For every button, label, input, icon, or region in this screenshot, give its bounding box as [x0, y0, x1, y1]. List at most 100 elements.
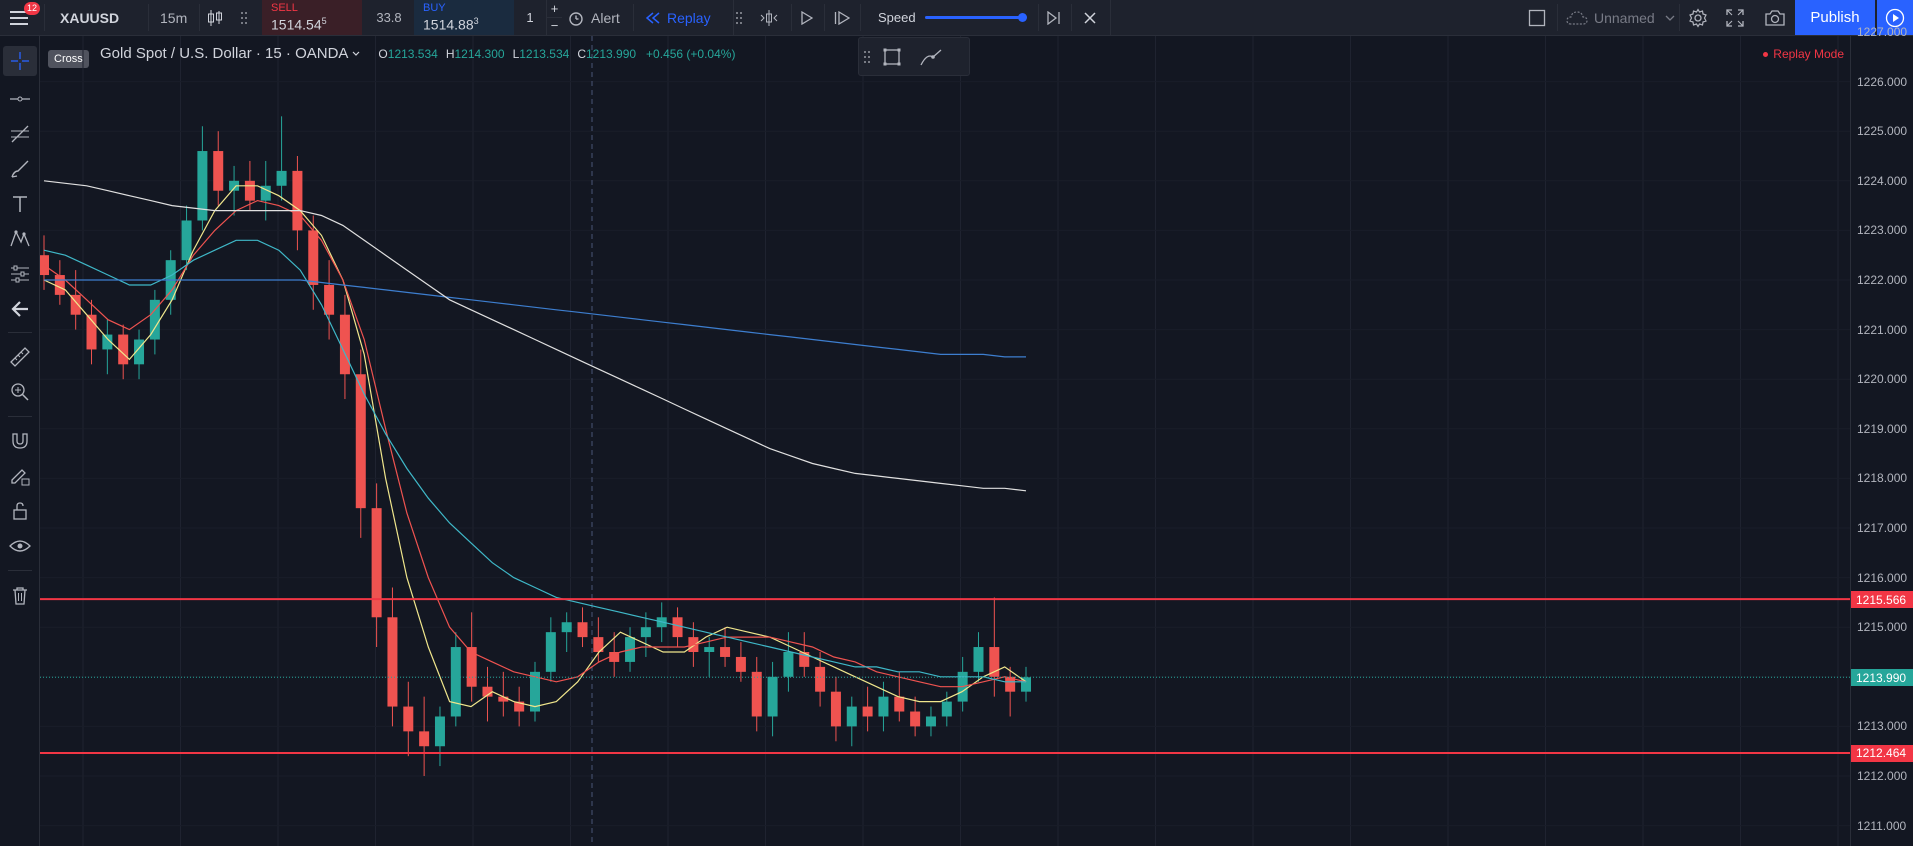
floating-toolbar-drag-handle[interactable]: [864, 50, 870, 69]
replay-button[interactable]: Replay: [645, 0, 711, 35]
price-axis-tick: 1213.000: [1857, 719, 1908, 734]
candle-bullish: [102, 334, 113, 350]
menu-button[interactable]: 12: [4, 0, 41, 35]
prediction-tool[interactable]: [3, 259, 37, 289]
settings-button[interactable]: [1688, 0, 1708, 35]
moving-average-line: [43, 199, 1027, 688]
panel-drag-handle[interactable]: [241, 0, 249, 35]
quantity-stepper: + −: [546, 0, 562, 35]
candle-bearish: [514, 701, 525, 712]
close-replay-button[interactable]: [1084, 0, 1096, 35]
candle-bearish: [70, 294, 81, 315]
price-axis-tick: 1222.000: [1857, 273, 1908, 287]
pattern-tool[interactable]: [3, 224, 37, 254]
close-label: C: [577, 46, 586, 61]
measure-tool[interactable]: [3, 342, 37, 372]
speed-slider[interactable]: [925, 13, 1027, 22]
candle-bearish: [815, 666, 826, 692]
path-tool[interactable]: [916, 45, 946, 69]
candle-bullish: [1021, 677, 1031, 692]
magnet-tool[interactable]: [3, 426, 37, 456]
replay-control-bar: Speed: [733, 0, 1111, 36]
trend-line-tool[interactable]: [3, 84, 37, 114]
skip-end-icon: [1047, 10, 1060, 25]
lock-drawings-tool[interactable]: [3, 496, 37, 526]
candle-bearish: [339, 314, 350, 375]
forward-button[interactable]: [834, 0, 850, 35]
hide-drawings-tool[interactable]: [3, 531, 37, 561]
rectangle-tool[interactable]: [879, 45, 905, 69]
symbol-description[interactable]: Gold Spot / U.S. Dollar · 15 · OANDA: [100, 45, 348, 62]
select-bar-button[interactable]: [759, 0, 779, 35]
back-button[interactable]: [3, 294, 37, 324]
close-value: 1213.990: [585, 46, 637, 61]
snapshot-button[interactable]: [1764, 0, 1786, 35]
interval-label: 15m: [160, 9, 188, 26]
moving-average-line: [44, 279, 1026, 358]
layout-name-button[interactable]: Unnamed: [1566, 0, 1675, 35]
candle-bullish: [530, 671, 540, 712]
path-icon: [920, 49, 942, 66]
floating-drawing-toolbar: [858, 37, 970, 76]
speed-slider-knob[interactable]: [1018, 13, 1027, 22]
crosshair-tool[interactable]: [3, 46, 37, 76]
text-tool[interactable]: [3, 189, 37, 219]
select-layout-button[interactable]: [1528, 0, 1546, 35]
plus-icon[interactable]: +: [550, 1, 559, 16]
candles-icon: [208, 9, 222, 26]
jump-to-realtime-button[interactable]: [1047, 0, 1061, 35]
price-axis-tick: 1223.000: [1857, 223, 1908, 238]
candle-bearish: [292, 170, 303, 231]
replay-mode-label: Replay Mode: [1773, 47, 1844, 61]
pencil-lock-icon: [11, 469, 30, 486]
candle-bearish: [308, 230, 319, 285]
unlock-icon: [13, 502, 27, 520]
price-axis-tag: 1212.464: [1851, 744, 1913, 762]
price-chart[interactable]: [40, 36, 1850, 846]
interval-button[interactable]: 15m: [160, 0, 187, 35]
rectangle-icon: [883, 48, 901, 66]
brush-tool[interactable]: [3, 154, 37, 184]
fullscreen-button[interactable]: [1726, 0, 1744, 35]
candle-bullish: [260, 185, 271, 201]
candle-bearish: [403, 706, 414, 732]
candle-bullish: [181, 220, 192, 261]
low-value: 1213.534: [519, 46, 570, 61]
candle-bullish: [973, 647, 984, 672]
replay-side-button[interactable]: [1877, 0, 1913, 35]
publish-label: Publish: [1810, 9, 1860, 26]
open-value: 1213.534: [387, 46, 438, 61]
price-axis-tick: 1212.000: [1857, 769, 1908, 783]
buy-button[interactable]: BUY 1514.883: [414, 0, 514, 35]
play-icon: [801, 10, 813, 25]
fib-tool[interactable]: [3, 119, 37, 149]
ruler-icon: [10, 347, 30, 367]
price-axis[interactable]: 1227.000 1226.000 1225.000 1224.000 1223.000…: [1850, 25, 1913, 846]
drawing-toolbar: [0, 36, 40, 846]
remove-drawings-tool[interactable]: [3, 581, 37, 611]
alert-button[interactable]: Alert: [567, 0, 620, 35]
publish-button[interactable]: Publish: [1795, 0, 1875, 35]
spread-value: 33.8: [364, 0, 414, 35]
symbol-search-button[interactable]: XAUUSD: [60, 0, 119, 35]
alarm-clock-icon: [569, 11, 583, 26]
minus-icon[interactable]: −: [547, 17, 562, 34]
arrow-left-icon: [11, 301, 28, 317]
candle-bearish: [355, 374, 366, 509]
stay-in-drawing-tool[interactable]: [3, 461, 37, 491]
chart-type-button[interactable]: [207, 0, 223, 35]
camera-icon: [1765, 9, 1785, 26]
replay-bar-drag-handle[interactable]: [736, 0, 744, 35]
quantity-input[interactable]: 1: [514, 0, 546, 35]
chart-pane[interactable]: Gold Spot / U.S. Dollar · 15 · OANDA O 12…: [40, 36, 1850, 846]
price-axis-tick: 1217.000: [1857, 521, 1908, 535]
drag-handle-icon: [241, 11, 247, 24]
zoom-tool[interactable]: [3, 377, 37, 407]
crosshair-icon: [11, 52, 29, 70]
sell-button[interactable]: SELL 1514.545: [262, 0, 362, 35]
candle-bearish: [466, 647, 477, 687]
moving-average-line: [43, 239, 1026, 683]
rewind-icon: [645, 11, 660, 24]
candle-bullish: [561, 622, 572, 633]
play-button[interactable]: [801, 0, 813, 35]
